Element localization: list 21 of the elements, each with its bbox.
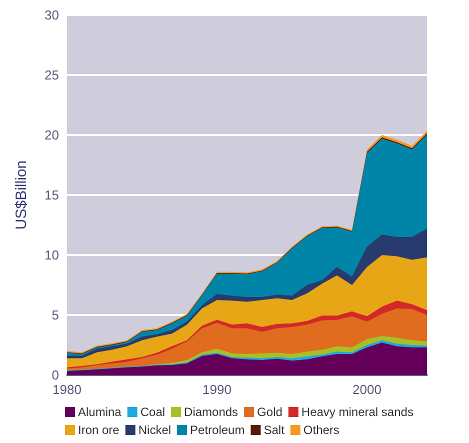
x-tick-label: 2000	[352, 382, 382, 397]
legend-label: Coal	[140, 405, 166, 419]
legend-label: Salt	[264, 423, 286, 437]
y-tick-label: 20	[44, 128, 59, 142]
x-tick-label: 1990	[202, 382, 232, 397]
legend-label: Gold	[257, 405, 282, 419]
y-tick-label: 10	[44, 248, 59, 262]
legend-label: Alumina	[78, 405, 122, 419]
legend-label: Others	[303, 423, 340, 437]
y-tick-label: 30	[44, 8, 59, 22]
legend-label: Diamonds	[184, 405, 238, 419]
x-tick-label: 1980	[52, 382, 82, 397]
legend-label: Heavy mineral sands	[301, 405, 414, 419]
y-tick-label: 15	[44, 188, 59, 202]
y-tick-label: 25	[44, 68, 59, 82]
y-tick-label: 0	[52, 368, 59, 382]
legend-label: Nickel	[138, 423, 172, 437]
legend-label: Iron ore	[78, 423, 120, 437]
y-tick-label: 5	[52, 308, 59, 322]
y-axis-title: US$Billion	[13, 160, 30, 230]
legend-label: Petroleum	[190, 423, 245, 437]
